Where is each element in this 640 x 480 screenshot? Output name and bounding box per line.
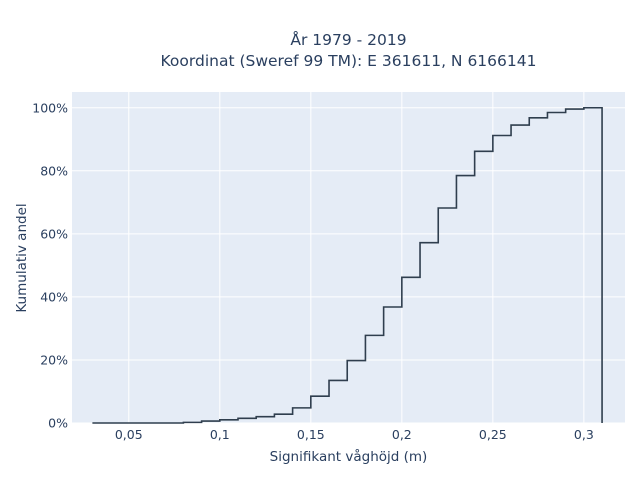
cumulative-step-line — [92, 106, 603, 424]
x-tick-label: 0,1 — [210, 427, 230, 442]
y-tick-label: 20% — [40, 352, 68, 367]
y-axis-ticks: 0% 20% 40% 60% 80% 100% — [32, 100, 68, 430]
plot-area — [72, 92, 625, 423]
y-tick-label: 40% — [40, 289, 68, 304]
y-tick-label: 60% — [40, 226, 68, 241]
y-tick-label: 100% — [32, 100, 68, 115]
y-axis-title: Kumulativ andel — [14, 203, 30, 312]
x-axis-title: Signifikant våghöjd (m) — [270, 448, 428, 465]
x-tick-label: 0,25 — [479, 427, 507, 442]
chart-title-line2: Koordinat (Sweref 99 TM): E 361611, N 61… — [161, 52, 537, 70]
x-tick-label: 0,05 — [115, 427, 143, 442]
x-tick-label: 0,15 — [297, 427, 325, 442]
x-tick-label: 0,2 — [392, 427, 412, 442]
x-axis-ticks: 0,05 0,1 0,15 0,2 0,25 0,3 — [115, 427, 594, 442]
y-tick-label: 80% — [40, 163, 68, 178]
y-tick-label: 0% — [48, 416, 68, 431]
x-tick-label: 0,3 — [574, 427, 594, 442]
chart-title-line1: År 1979 - 2019 — [290, 30, 406, 49]
